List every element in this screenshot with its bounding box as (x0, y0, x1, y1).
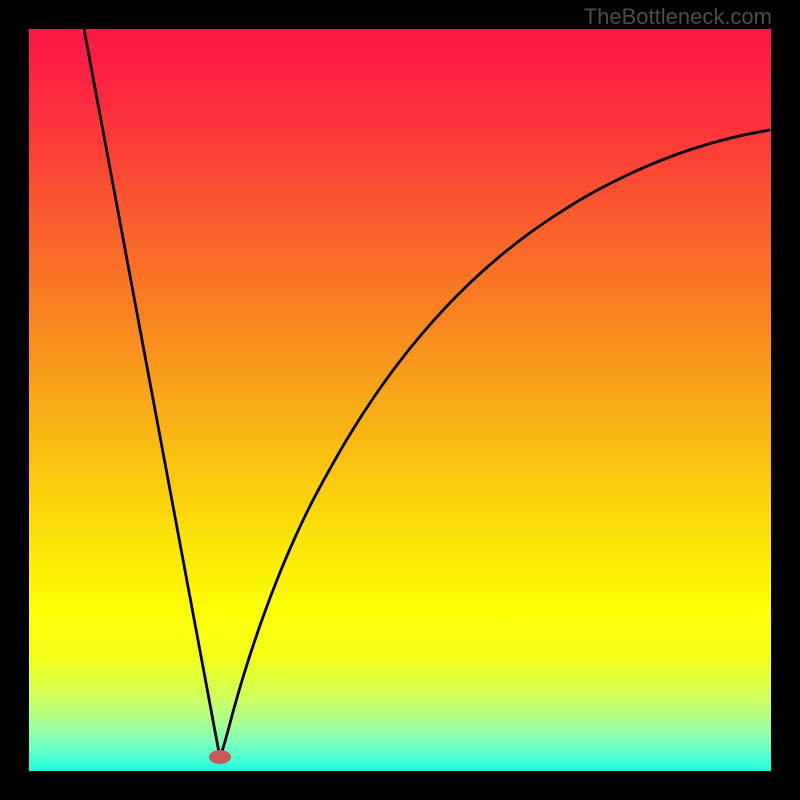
chart-container: TheBottleneck.com (0, 0, 800, 800)
watermark-text: TheBottleneck.com (584, 4, 772, 30)
plot-area (29, 29, 771, 771)
minimum-marker (209, 750, 231, 764)
curve-layer (29, 29, 771, 771)
bottleneck-curve (84, 29, 770, 758)
